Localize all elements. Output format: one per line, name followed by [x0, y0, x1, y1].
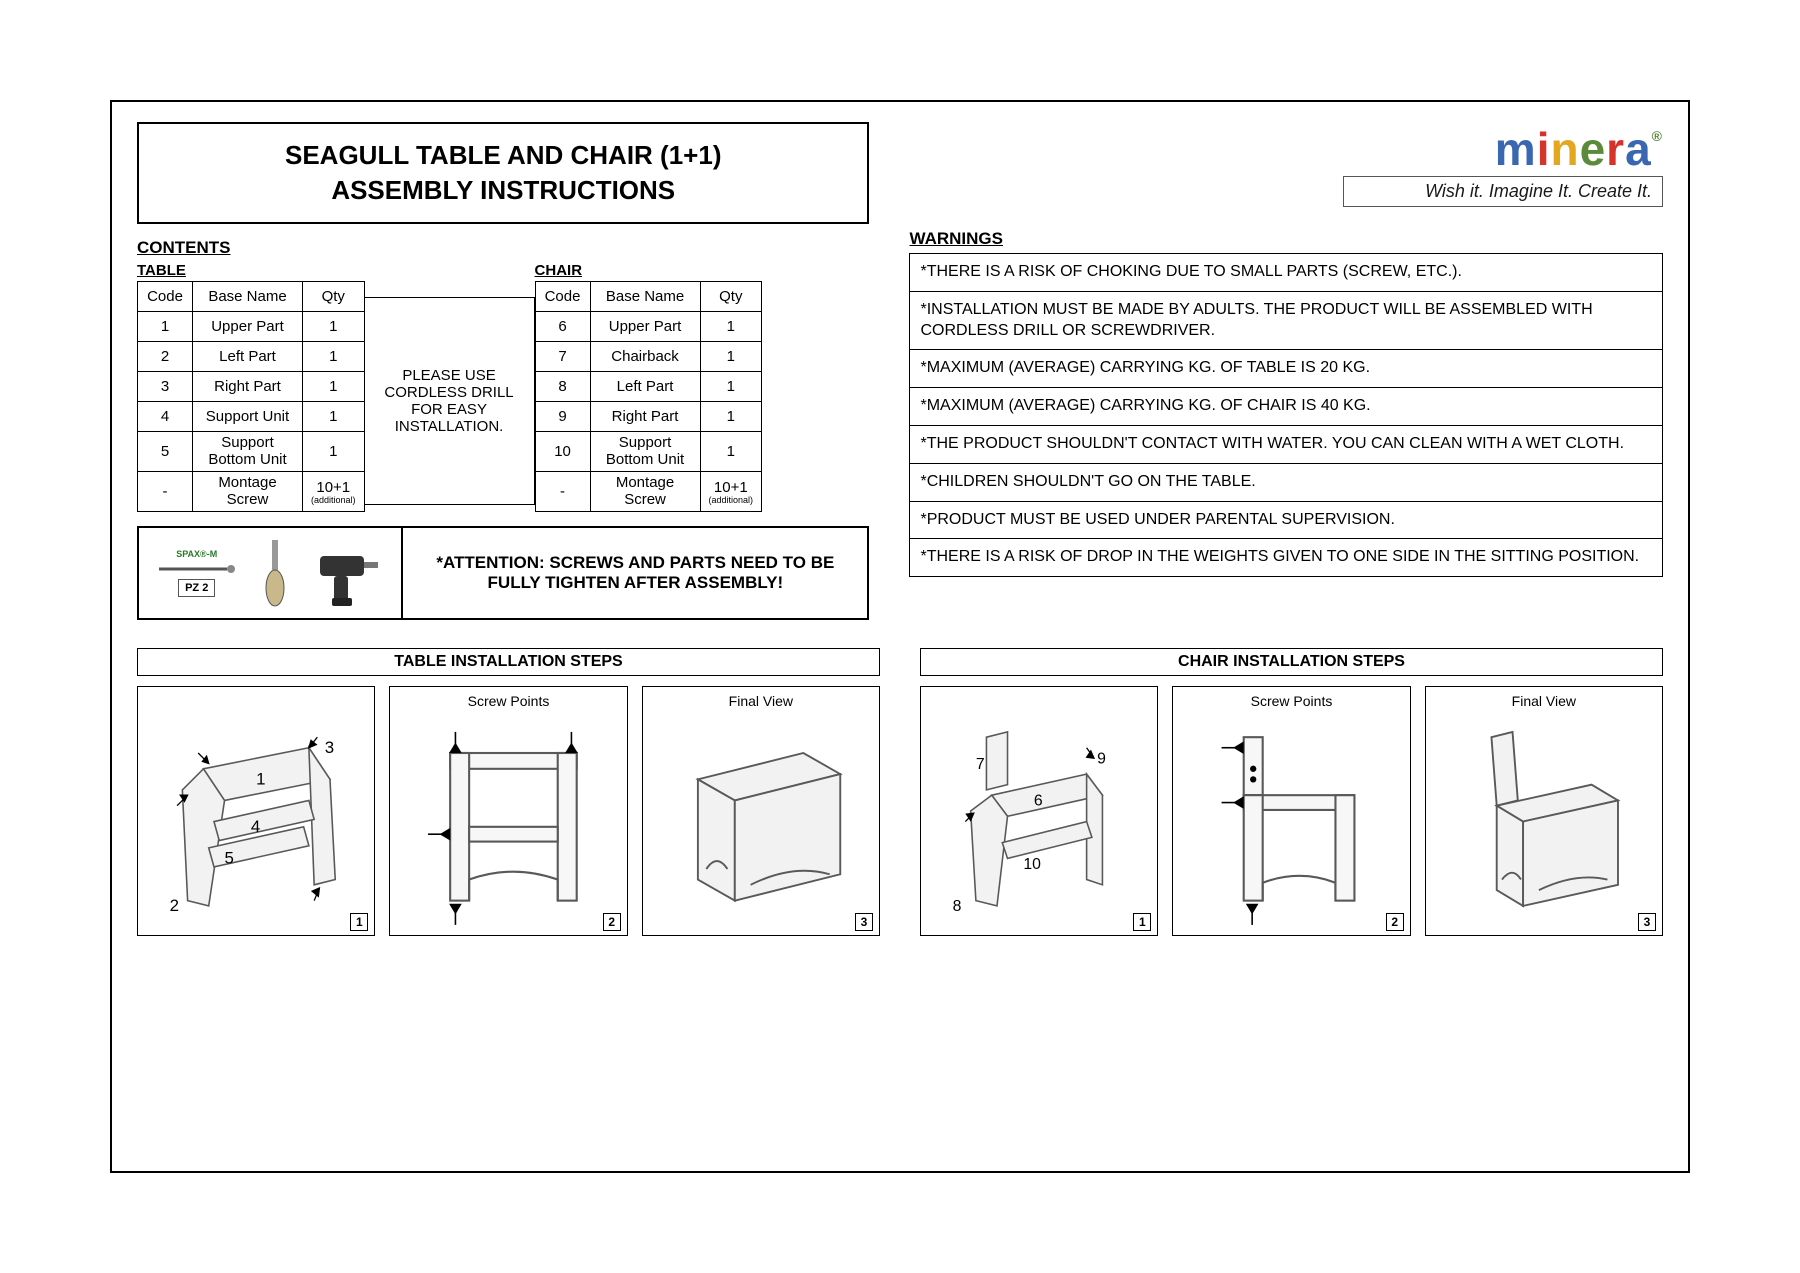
tagline: Wish it. Imagine It. Create It. [1343, 176, 1663, 207]
table-step-2: Screw Points [389, 686, 627, 936]
col-qty: Qty [700, 282, 762, 312]
pz2-label: PZ 2 [178, 579, 215, 597]
parts-tables-row: TABLE Code Base Name Qty 1Upper Part1 2L… [137, 262, 869, 512]
brand-logo: minera® [1495, 122, 1663, 176]
chair-parts-table: Code Base Name Qty 6Upper Part1 7Chairba… [535, 281, 763, 512]
svg-text:7: 7 [976, 756, 985, 773]
step-number: 3 [855, 913, 873, 931]
warnings-table: *THERE IS A RISK OF CHOKING DUE TO SMALL… [909, 253, 1663, 577]
table-screwpoints-icon [398, 695, 618, 927]
final-view-caption: Final View [1426, 693, 1662, 709]
step-number: 2 [1386, 913, 1404, 931]
chair-exploded-icon: 6 7 8 9 10 [929, 695, 1149, 927]
chair-steps-row: 6 7 8 9 10 1 Screw Points [920, 686, 1663, 936]
screw-icon [157, 563, 237, 575]
left-column: SEAGULL TABLE AND CHAIR (1+1) ASSEMBLY I… [137, 122, 869, 620]
chair-step-2: Screw Points [1172, 686, 1410, 936]
warning-item: *INSTALLATION MUST BE MADE BY ADULTS. TH… [910, 291, 1663, 350]
svg-text:2: 2 [170, 896, 179, 915]
table-install-header: TABLE INSTALLATION STEPS [137, 648, 880, 676]
svg-text:5: 5 [225, 849, 234, 868]
warning-item: *THE PRODUCT SHOULDN'T CONTACT WITH WATE… [910, 425, 1663, 463]
step-number: 1 [1133, 913, 1151, 931]
chair-final-icon [1434, 695, 1654, 927]
col-qty: Qty [303, 282, 365, 312]
screw-and-bit: SPAX®-M PZ 2 [157, 549, 237, 597]
table-step-1: 1 2 3 4 5 1 [137, 686, 375, 936]
chair-install-col: CHAIR INSTALLATION STEPS 6 7 [920, 648, 1663, 936]
col-name: Base Name [590, 282, 700, 312]
title-line1: SEAGULL TABLE AND CHAIR (1+1) [285, 140, 722, 170]
attention-text: *ATTENTION: SCREWS AND PARTS NEED TO BE … [401, 528, 867, 618]
logo-wrap: minera® Wish it. Imagine It. Create It. [909, 122, 1663, 207]
table-sublabel: TABLE [137, 262, 365, 279]
step-number: 3 [1638, 913, 1656, 931]
step-number: 1 [350, 913, 368, 931]
final-view-caption: Final View [643, 693, 879, 709]
chair-step-1: 6 7 8 9 10 1 [920, 686, 1158, 936]
top-row: SEAGULL TABLE AND CHAIR (1+1) ASSEMBLY I… [137, 122, 1663, 620]
page-frame: SEAGULL TABLE AND CHAIR (1+1) ASSEMBLY I… [110, 100, 1690, 1173]
step-number: 2 [603, 913, 621, 931]
drill-icon [314, 538, 384, 608]
col-name: Base Name [193, 282, 303, 312]
drill-note: PLEASE USE CORDLESS DRILL FOR EASY INSTA… [365, 297, 535, 505]
col-code: Code [535, 282, 590, 312]
screw-points-caption: Screw Points [1173, 693, 1409, 709]
table-parts-table: Code Base Name Qty 1Upper Part1 2Left Pa… [137, 281, 365, 512]
svg-text:6: 6 [1034, 793, 1043, 810]
warning-item: *THERE IS A RISK OF CHOKING DUE TO SMALL… [910, 254, 1663, 292]
spax-label: SPAX®-M [176, 549, 217, 559]
right-column: minera® Wish it. Imagine It. Create It. … [909, 122, 1663, 620]
title-box: SEAGULL TABLE AND CHAIR (1+1) ASSEMBLY I… [137, 122, 869, 224]
chair-parts-block: CHAIR Code Base Name Qty 6Upper Part1 7C… [535, 262, 763, 512]
warning-item: *CHILDREN SHOULDN'T GO ON THE TABLE. [910, 463, 1663, 501]
svg-text:3: 3 [325, 738, 334, 757]
warning-item: *PRODUCT MUST BE USED UNDER PARENTAL SUP… [910, 501, 1663, 539]
col-code: Code [138, 282, 193, 312]
install-row: TABLE INSTALLATION STEPS [137, 648, 1663, 936]
tools-attention-row: SPAX®-M PZ 2 *ATTENTION: [137, 526, 869, 620]
svg-text:9: 9 [1097, 751, 1106, 768]
screwdriver-icon [262, 538, 288, 608]
warning-item: *MAXIMUM (AVERAGE) CARRYING KG. OF CHAIR… [910, 388, 1663, 426]
warnings-label: WARNINGS [909, 229, 1663, 249]
screw-points-caption: Screw Points [390, 693, 626, 709]
svg-text:1: 1 [256, 770, 265, 789]
table-parts-block: TABLE Code Base Name Qty 1Upper Part1 2L… [137, 262, 365, 512]
svg-text:10: 10 [1023, 856, 1041, 873]
tools-images: SPAX®-M PZ 2 [139, 528, 401, 618]
chair-step-3: Final View 3 [1425, 686, 1663, 936]
table-exploded-icon: 1 2 3 4 5 [146, 695, 366, 927]
svg-text:8: 8 [953, 898, 962, 915]
chair-install-header: CHAIR INSTALLATION STEPS [920, 648, 1663, 676]
chair-sublabel: CHAIR [535, 262, 763, 279]
table-step-3: Final View 3 [642, 686, 880, 936]
title-line2: ASSEMBLY INSTRUCTIONS [331, 175, 675, 205]
table-final-icon [651, 695, 871, 927]
chair-screwpoints-icon [1181, 695, 1401, 927]
warning-item: *MAXIMUM (AVERAGE) CARRYING KG. OF TABLE… [910, 350, 1663, 388]
table-install-col: TABLE INSTALLATION STEPS [137, 648, 880, 936]
warning-item: *THERE IS A RISK OF DROP IN THE WEIGHTS … [910, 539, 1663, 577]
svg-text:4: 4 [251, 817, 260, 836]
table-row: Code Base Name Qty [138, 282, 365, 312]
table-steps-row: 1 2 3 4 5 1 Screw Points [137, 686, 880, 936]
contents-label: CONTENTS [137, 238, 869, 258]
